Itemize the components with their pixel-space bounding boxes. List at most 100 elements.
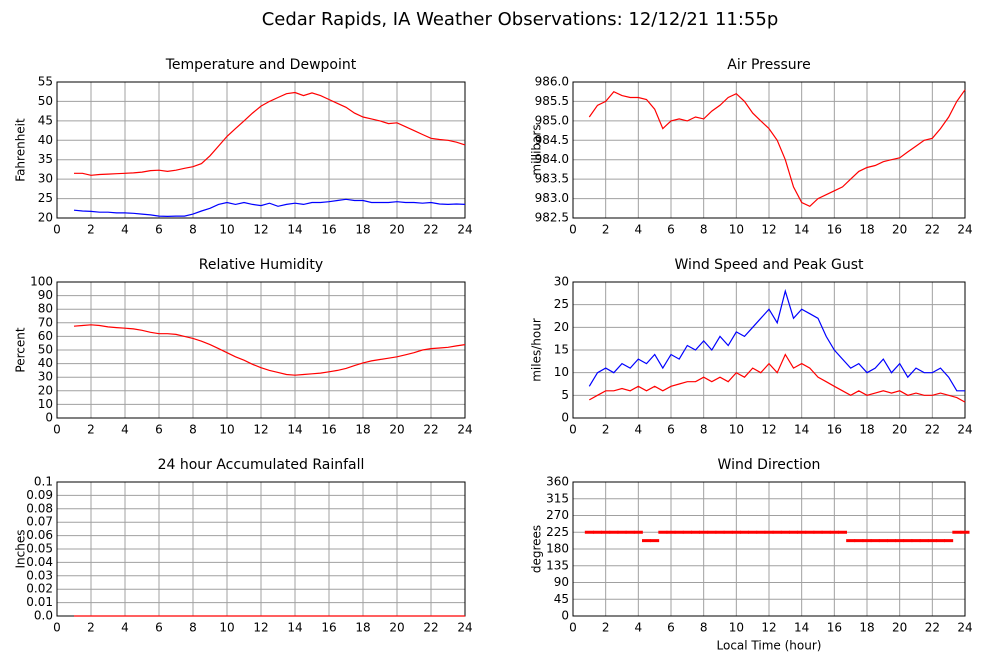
x-tick-label: 4 [121,621,129,635]
data-point [682,530,692,534]
data-point [633,530,643,534]
x-tick-label: 6 [155,223,163,237]
x-tick-label: 24 [957,423,972,437]
series-line [74,91,466,176]
y-tick-label: 315 [546,491,569,505]
x-tick-label: 4 [121,223,129,237]
data-point [691,530,700,534]
data-point [854,539,864,543]
y-tick-label: 90 [38,288,53,302]
y-tick-label: 0 [561,609,569,623]
data-point [903,539,913,543]
data-point [829,530,839,534]
y-tick-label: 0.1 [34,475,53,489]
x-tick-label: 8 [700,621,708,635]
x-tick-label: 18 [859,223,874,237]
y-tick-label: 70 [38,315,53,329]
y-tick-label: 50 [38,94,53,108]
data-point [658,530,668,534]
data-point [862,539,872,543]
y-tick-label: 983.0 [535,191,569,205]
data-point [936,539,945,543]
page-title: Cedar Rapids, IA Weather Observations: 1… [262,9,779,30]
y-tick-label: 15 [554,343,569,357]
x-tick-label: 12 [761,423,776,437]
data-point [895,539,905,543]
chart-title: Air Pressure [727,57,810,73]
x-tick-label: 8 [189,423,197,437]
data-point [650,539,660,543]
data-point [805,530,815,534]
y-tick-label: 0.01 [26,595,53,609]
x-tick-label: 0 [53,423,61,437]
x-tick-label: 6 [667,223,675,237]
data-point [772,530,782,534]
x-tick-label: 16 [321,223,336,237]
y-tick-label: 50 [38,343,53,357]
plot-frame [56,81,466,219]
x-tick-label: 0 [569,423,577,437]
y-tick-label: 270 [546,508,569,522]
y-tick-label: 45 [38,113,53,127]
data-point [666,530,676,534]
x-tick-label: 2 [87,223,95,237]
y-tick-label: 180 [546,542,569,556]
data-point [944,539,954,543]
x-tick-label: 20 [892,621,907,635]
plot-frame [56,281,466,419]
x-tick-label: 16 [827,423,842,437]
y-tick-label: 60 [38,329,53,343]
data-point [952,530,962,534]
y-tick-label: 0.02 [26,582,53,596]
data-point [723,530,733,534]
data-point [756,530,766,534]
x-tick-label: 12 [253,223,268,237]
series-line [588,288,965,392]
y-tick-label: 983.5 [535,172,569,186]
x-tick-label: 10 [729,621,744,635]
x-tick-label: 10 [729,223,744,237]
data-point [838,530,847,534]
x-tick-label: 2 [87,621,95,635]
x-tick-label: 10 [729,423,744,437]
data-point [789,530,798,534]
x-tick-label: 20 [892,423,907,437]
data-point [609,530,619,534]
x-tick-label: 10 [219,223,234,237]
x-tick-label: 16 [321,423,336,437]
x-tick-label: 12 [761,223,776,237]
y-tick-label: 984.5 [535,133,569,147]
y-tick-label: 30 [38,172,53,186]
x-tick-label: 24 [457,223,472,237]
x-tick-label: 20 [389,621,404,635]
data-point [927,539,937,543]
y-tick-label: 40 [38,356,53,370]
x-tick-label: 0 [53,223,61,237]
chart-title: Wind Speed and Peak Gust [675,257,864,273]
x-tick-label: 22 [423,223,438,237]
x-tick-label: 16 [321,621,336,635]
x-tick-label: 4 [635,621,643,635]
y-tick-label: 35 [38,152,53,166]
x-tick-label: 14 [287,423,302,437]
data-point [674,530,684,534]
y-tick-label: 10 [554,365,569,379]
y-axis-label: degrees [530,525,544,573]
x-tick-label: 8 [700,223,708,237]
y-tick-label: 55 [38,75,53,89]
x-tick-label: 18 [859,621,874,635]
data-point [601,530,611,534]
x-tick-label: 24 [957,223,972,237]
x-tick-label: 2 [602,621,610,635]
x-tick-label: 18 [355,223,370,237]
plot-frame [572,81,966,219]
y-tick-label: 0.09 [26,488,53,502]
y-tick-label: 40 [38,133,53,147]
y-tick-label: 45 [554,592,569,606]
y-tick-label: 0.06 [26,528,53,542]
data-point [813,530,823,534]
x-tick-label: 14 [794,423,809,437]
x-tick-label: 16 [827,223,842,237]
x-tick-label: 12 [253,423,268,437]
